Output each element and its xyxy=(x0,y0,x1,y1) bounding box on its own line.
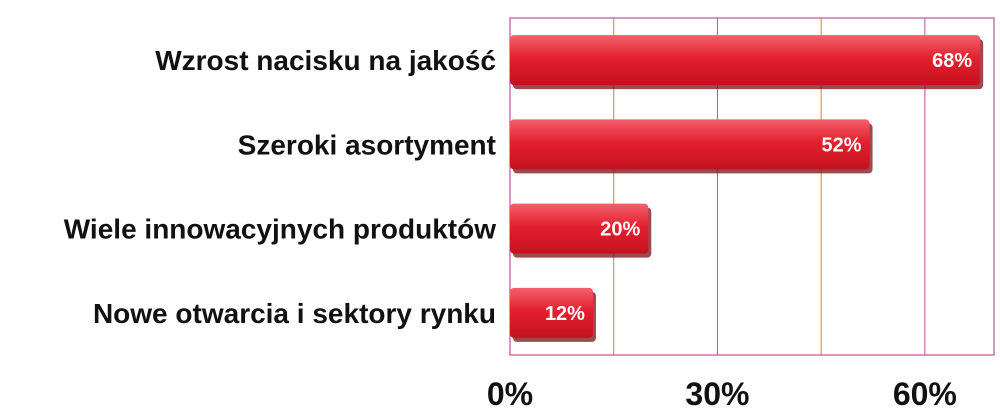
x-tick-label: 0% xyxy=(487,376,533,412)
category-label: Wiele innowacyjnych produktów xyxy=(64,214,496,245)
bar xyxy=(510,203,649,254)
bar xyxy=(510,287,593,338)
bar-value-label: 12% xyxy=(545,303,585,325)
category-label: Szeroki asortyment xyxy=(238,129,496,160)
category-labels: Wzrost nacisku na jakość Szeroki asortyme… xyxy=(64,45,496,329)
bar-value-label: 20% xyxy=(600,219,640,241)
category-label: Wzrost nacisku na jakość xyxy=(155,45,496,76)
bar-value-label: 68% xyxy=(932,50,972,72)
bars: 68% 52% 20% 12% xyxy=(510,35,984,342)
bar xyxy=(510,119,870,170)
bar xyxy=(510,35,981,86)
category-label: Nowe otwarcia i sektory rynku xyxy=(93,298,496,329)
x-tick-label: 60% xyxy=(893,376,957,412)
bar-value-label: 52% xyxy=(822,134,862,156)
x-tick-label: 30% xyxy=(685,376,749,412)
x-axis-tick-labels: 0% 30% 60% xyxy=(487,376,957,412)
plot-frame xyxy=(509,17,995,356)
